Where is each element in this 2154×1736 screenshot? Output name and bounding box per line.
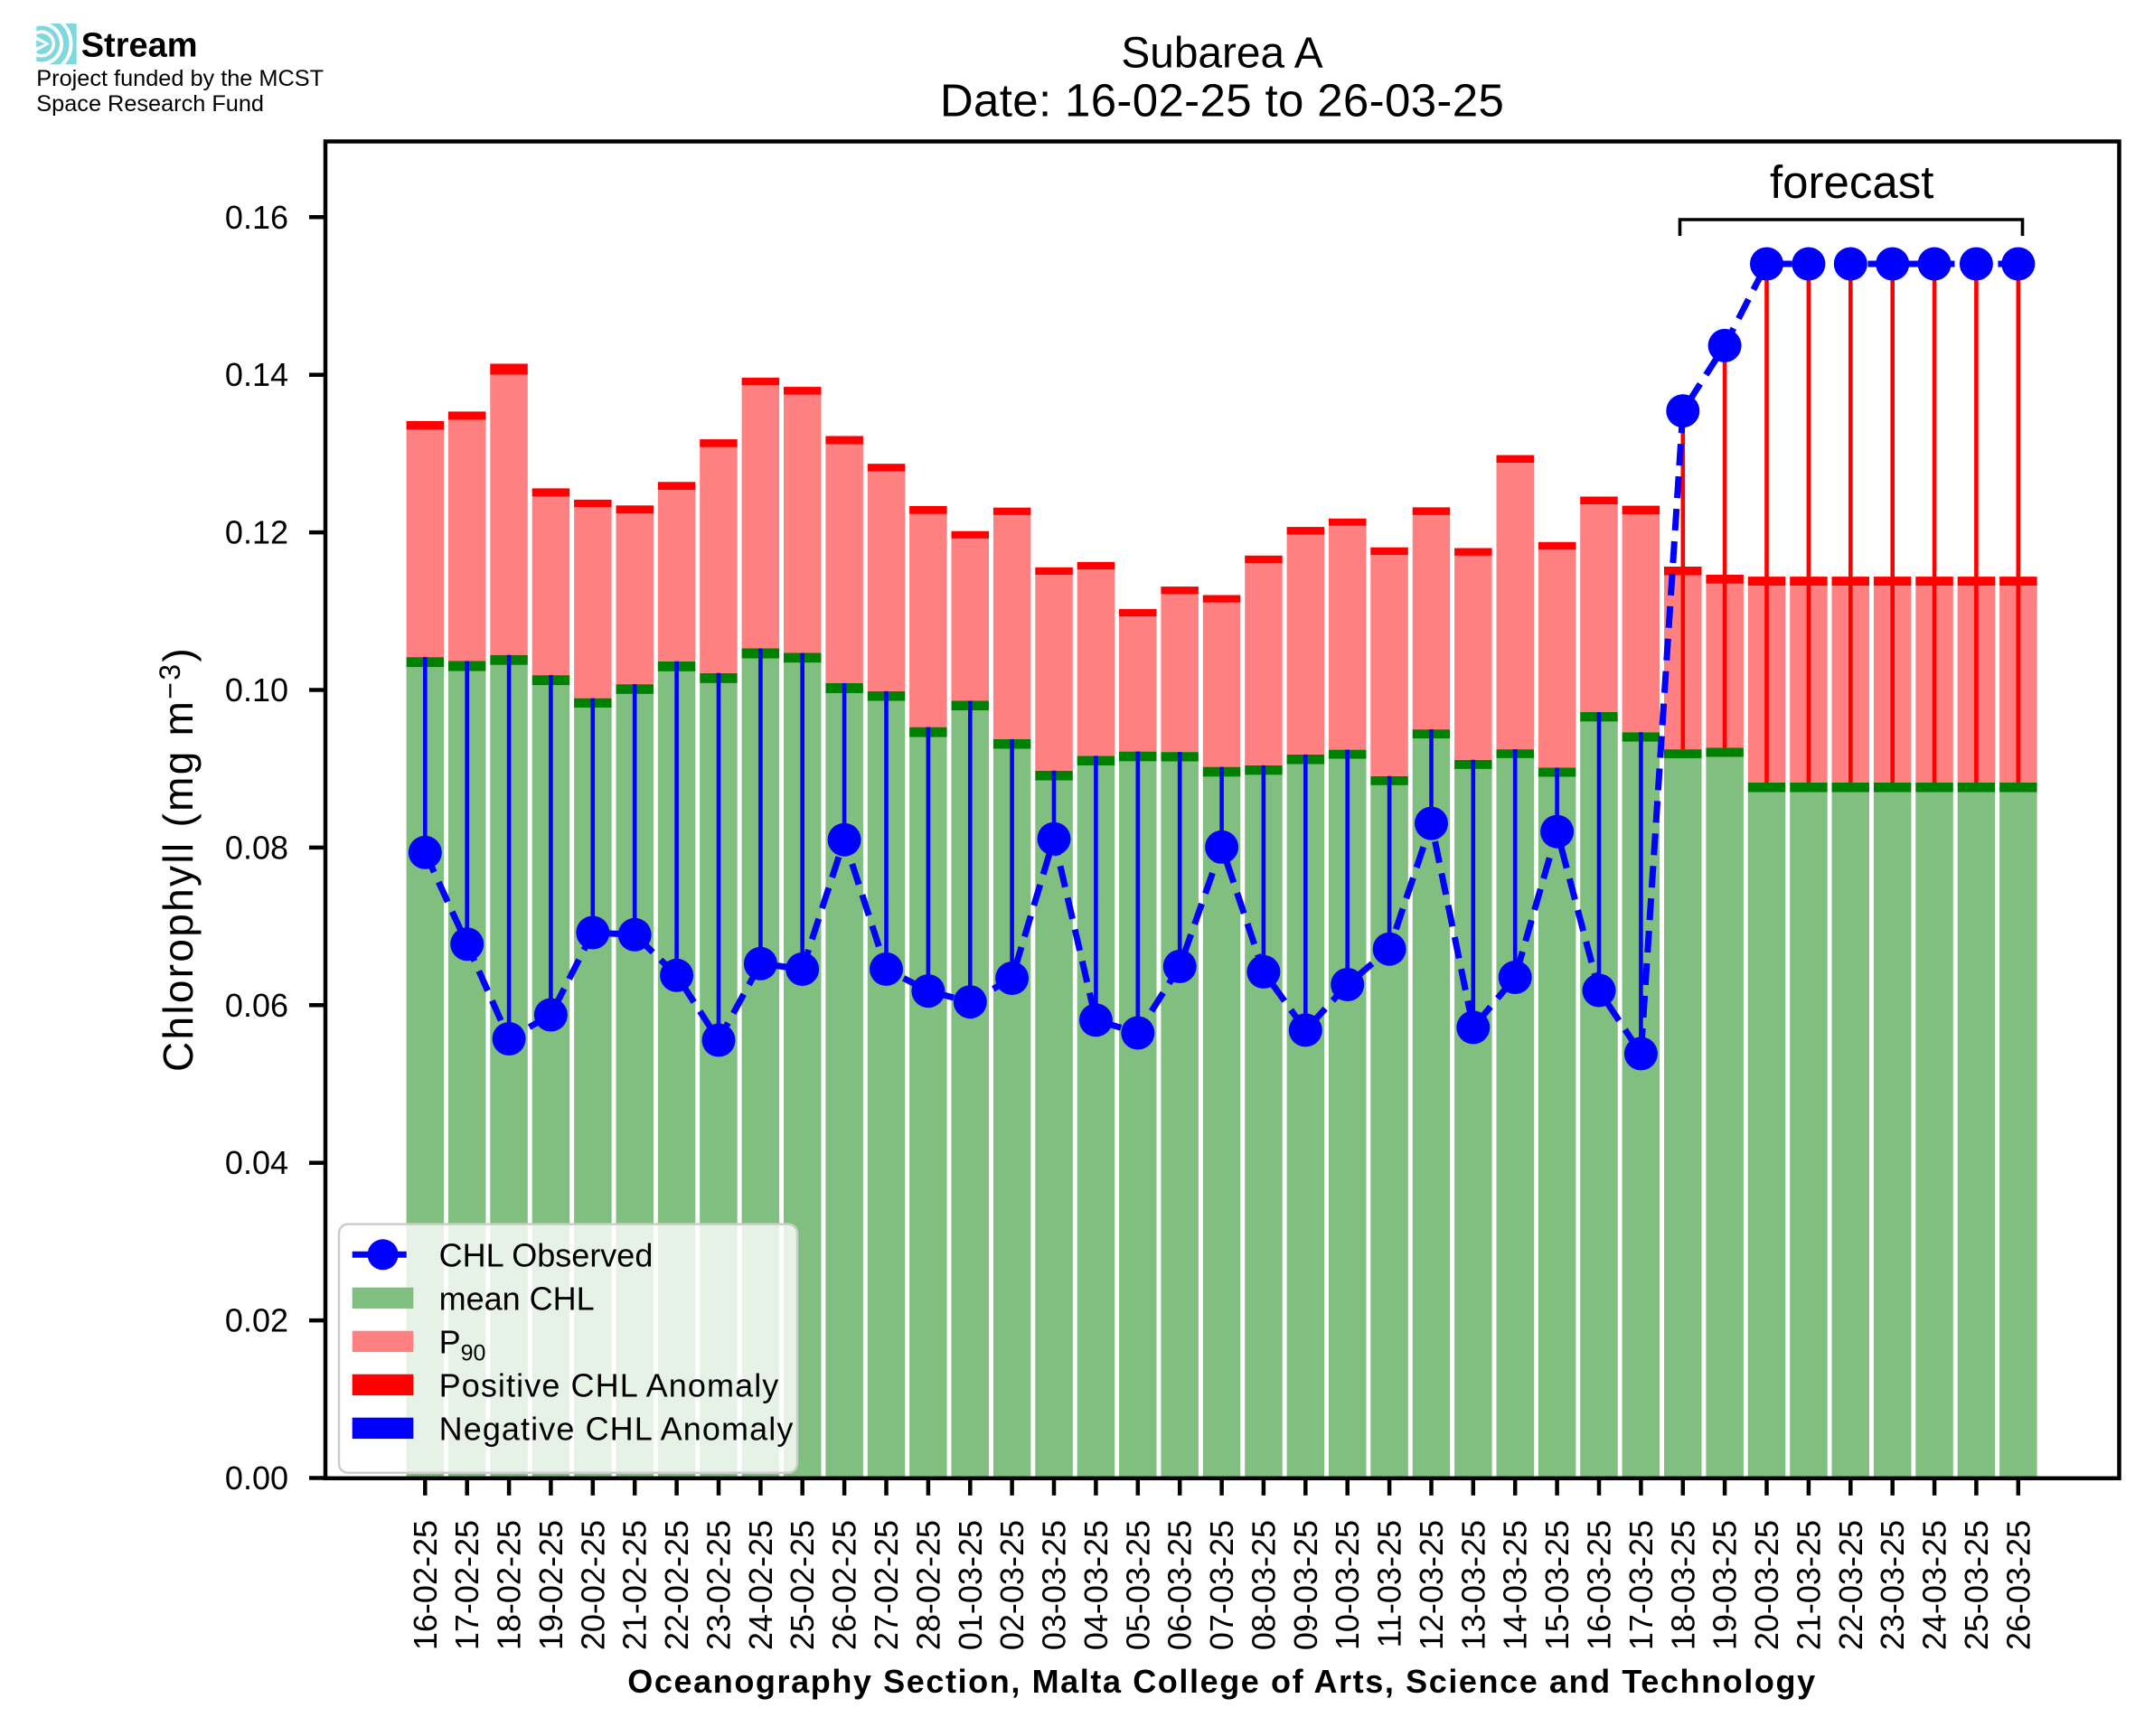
- svg-text:11-03-25: 11-03-25: [1371, 1520, 1408, 1647]
- svg-text:13-03-25: 13-03-25: [1454, 1520, 1491, 1650]
- svg-text:21-02-25: 21-02-25: [616, 1520, 654, 1650]
- svg-text:Space Research Fund: Space Research Fund: [36, 91, 264, 117]
- svg-text:15-03-25: 15-03-25: [1538, 1520, 1576, 1650]
- svg-text:26-03-25: 26-03-25: [1999, 1520, 2036, 1650]
- svg-text:23-03-25: 23-03-25: [1874, 1520, 1911, 1650]
- svg-text:0.14: 0.14: [225, 356, 288, 393]
- svg-text:17-03-25: 17-03-25: [1623, 1520, 1660, 1650]
- svg-text:Positive CHL Anomaly: Positive CHL Anomaly: [439, 1366, 780, 1403]
- svg-text:CHL Observed: CHL Observed: [439, 1236, 654, 1273]
- svg-text:10-03-25: 10-03-25: [1329, 1520, 1366, 1650]
- svg-text:09-03-25: 09-03-25: [1287, 1520, 1324, 1650]
- svg-text:25-03-25: 25-03-25: [1958, 1520, 1995, 1650]
- svg-text:0.16: 0.16: [225, 199, 288, 236]
- svg-text:0.00: 0.00: [225, 1459, 288, 1497]
- svg-text:25-02-25: 25-02-25: [784, 1520, 821, 1650]
- svg-text:04-03-25: 04-03-25: [1077, 1520, 1115, 1650]
- svg-text:24-02-25: 24-02-25: [742, 1520, 779, 1650]
- svg-text:20-03-25: 20-03-25: [1748, 1520, 1785, 1650]
- svg-text:mean CHL: mean CHL: [439, 1280, 595, 1317]
- svg-text:06-03-25: 06-03-25: [1162, 1520, 1199, 1650]
- svg-text:16-02-25: 16-02-25: [407, 1520, 444, 1650]
- svg-text:07-03-25: 07-03-25: [1203, 1520, 1240, 1650]
- svg-text:Oceanography Section, Malta Co: Oceanography Section, Malta College of A…: [627, 1663, 1816, 1700]
- svg-text:08-03-25: 08-03-25: [1245, 1520, 1282, 1650]
- svg-text:22-03-25: 22-03-25: [1832, 1520, 1869, 1650]
- svg-text:26-02-25: 26-02-25: [826, 1520, 863, 1650]
- svg-text:12-03-25: 12-03-25: [1413, 1520, 1450, 1650]
- svg-text:0.10: 0.10: [225, 671, 288, 708]
- svg-text:Chlorophyll (mg m−3): Chlorophyll (mg m−3): [154, 646, 202, 1072]
- svg-text:24-03-25: 24-03-25: [1916, 1520, 1953, 1650]
- svg-text:14-03-25: 14-03-25: [1497, 1520, 1534, 1650]
- svg-text:18-03-25: 18-03-25: [1664, 1520, 1701, 1650]
- svg-text:01-03-25: 01-03-25: [952, 1520, 989, 1650]
- svg-text:0.02: 0.02: [225, 1302, 288, 1339]
- svg-text:16-03-25: 16-03-25: [1581, 1520, 1618, 1650]
- svg-text:22-02-25: 22-02-25: [658, 1520, 695, 1650]
- svg-text:Stream: Stream: [81, 26, 198, 64]
- svg-text:23-02-25: 23-02-25: [701, 1520, 738, 1650]
- svg-text:0.06: 0.06: [225, 987, 288, 1024]
- svg-text:forecast: forecast: [1770, 156, 1933, 208]
- svg-text:0.04: 0.04: [225, 1144, 288, 1181]
- svg-text:02-03-25: 02-03-25: [993, 1520, 1030, 1650]
- svg-text:05-03-25: 05-03-25: [1119, 1520, 1156, 1650]
- svg-text:Date: 16-02-25 to 26-03-25: Date: 16-02-25 to 26-03-25: [940, 75, 1504, 127]
- svg-text:19-02-25: 19-02-25: [532, 1520, 569, 1650]
- svg-text:21-03-25: 21-03-25: [1790, 1520, 1827, 1650]
- svg-text:Negative CHL Anomaly: Negative CHL Anomaly: [439, 1410, 795, 1447]
- svg-text:0.08: 0.08: [225, 829, 288, 866]
- svg-text:0.12: 0.12: [225, 514, 288, 551]
- svg-text:27-02-25: 27-02-25: [868, 1520, 905, 1650]
- svg-text:17-02-25: 17-02-25: [448, 1520, 485, 1650]
- svg-text:19-03-25: 19-03-25: [1707, 1520, 1744, 1650]
- svg-text:20-02-25: 20-02-25: [574, 1520, 611, 1650]
- svg-text:Project funded by the MCST: Project funded by the MCST: [36, 66, 324, 91]
- svg-text:28-02-25: 28-02-25: [909, 1520, 946, 1650]
- svg-text:Subarea A: Subarea A: [1121, 29, 1322, 77]
- svg-text:18-02-25: 18-02-25: [491, 1520, 528, 1650]
- svg-text:03-03-25: 03-03-25: [1036, 1520, 1073, 1650]
